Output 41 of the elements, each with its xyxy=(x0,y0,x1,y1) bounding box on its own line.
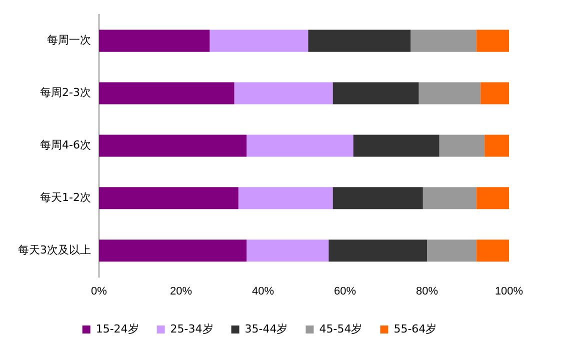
bar xyxy=(332,187,423,210)
y-tick-label: 每天1-2次 xyxy=(40,191,91,204)
bar xyxy=(418,82,480,104)
bar xyxy=(410,30,476,52)
bar xyxy=(99,30,210,52)
bar xyxy=(99,82,234,104)
bar xyxy=(246,240,329,262)
x-tick-label: 40% xyxy=(252,285,274,298)
bar xyxy=(476,30,509,52)
bar xyxy=(238,187,333,210)
legend-label: 15-24岁 xyxy=(96,322,139,336)
x-tick-label: 80% xyxy=(416,285,438,298)
x-tick-label: 0% xyxy=(91,285,108,298)
y-tick-label: 每周2-3次 xyxy=(40,86,91,100)
bar xyxy=(328,240,427,262)
legend-label: 45-54岁 xyxy=(319,322,362,336)
bar xyxy=(308,30,411,52)
y-tick-label: 每天3次及以上 xyxy=(18,243,91,256)
bar xyxy=(210,30,308,52)
y-tick-label: 每周4-6次 xyxy=(40,138,91,152)
bar xyxy=(99,134,247,157)
bar xyxy=(246,134,354,157)
legend-label: 35-44岁 xyxy=(244,322,288,336)
bar xyxy=(476,187,509,210)
legend-label: 25-34岁 xyxy=(170,322,214,336)
bar xyxy=(332,82,419,104)
bar xyxy=(99,240,247,262)
bar xyxy=(422,187,476,210)
x-tick-label: 100% xyxy=(494,285,524,298)
x-tick-label: 20% xyxy=(170,285,192,298)
bar xyxy=(427,240,476,262)
bar xyxy=(439,134,484,157)
bar xyxy=(476,240,509,262)
bar xyxy=(99,187,238,210)
y-tick-label: 每周一次 xyxy=(47,34,91,47)
bar xyxy=(234,82,333,104)
x-tick-label: 60% xyxy=(334,285,356,298)
bar xyxy=(353,134,440,157)
legend-label: 55-64岁 xyxy=(394,322,437,336)
bar xyxy=(484,134,509,157)
bar xyxy=(480,82,509,104)
